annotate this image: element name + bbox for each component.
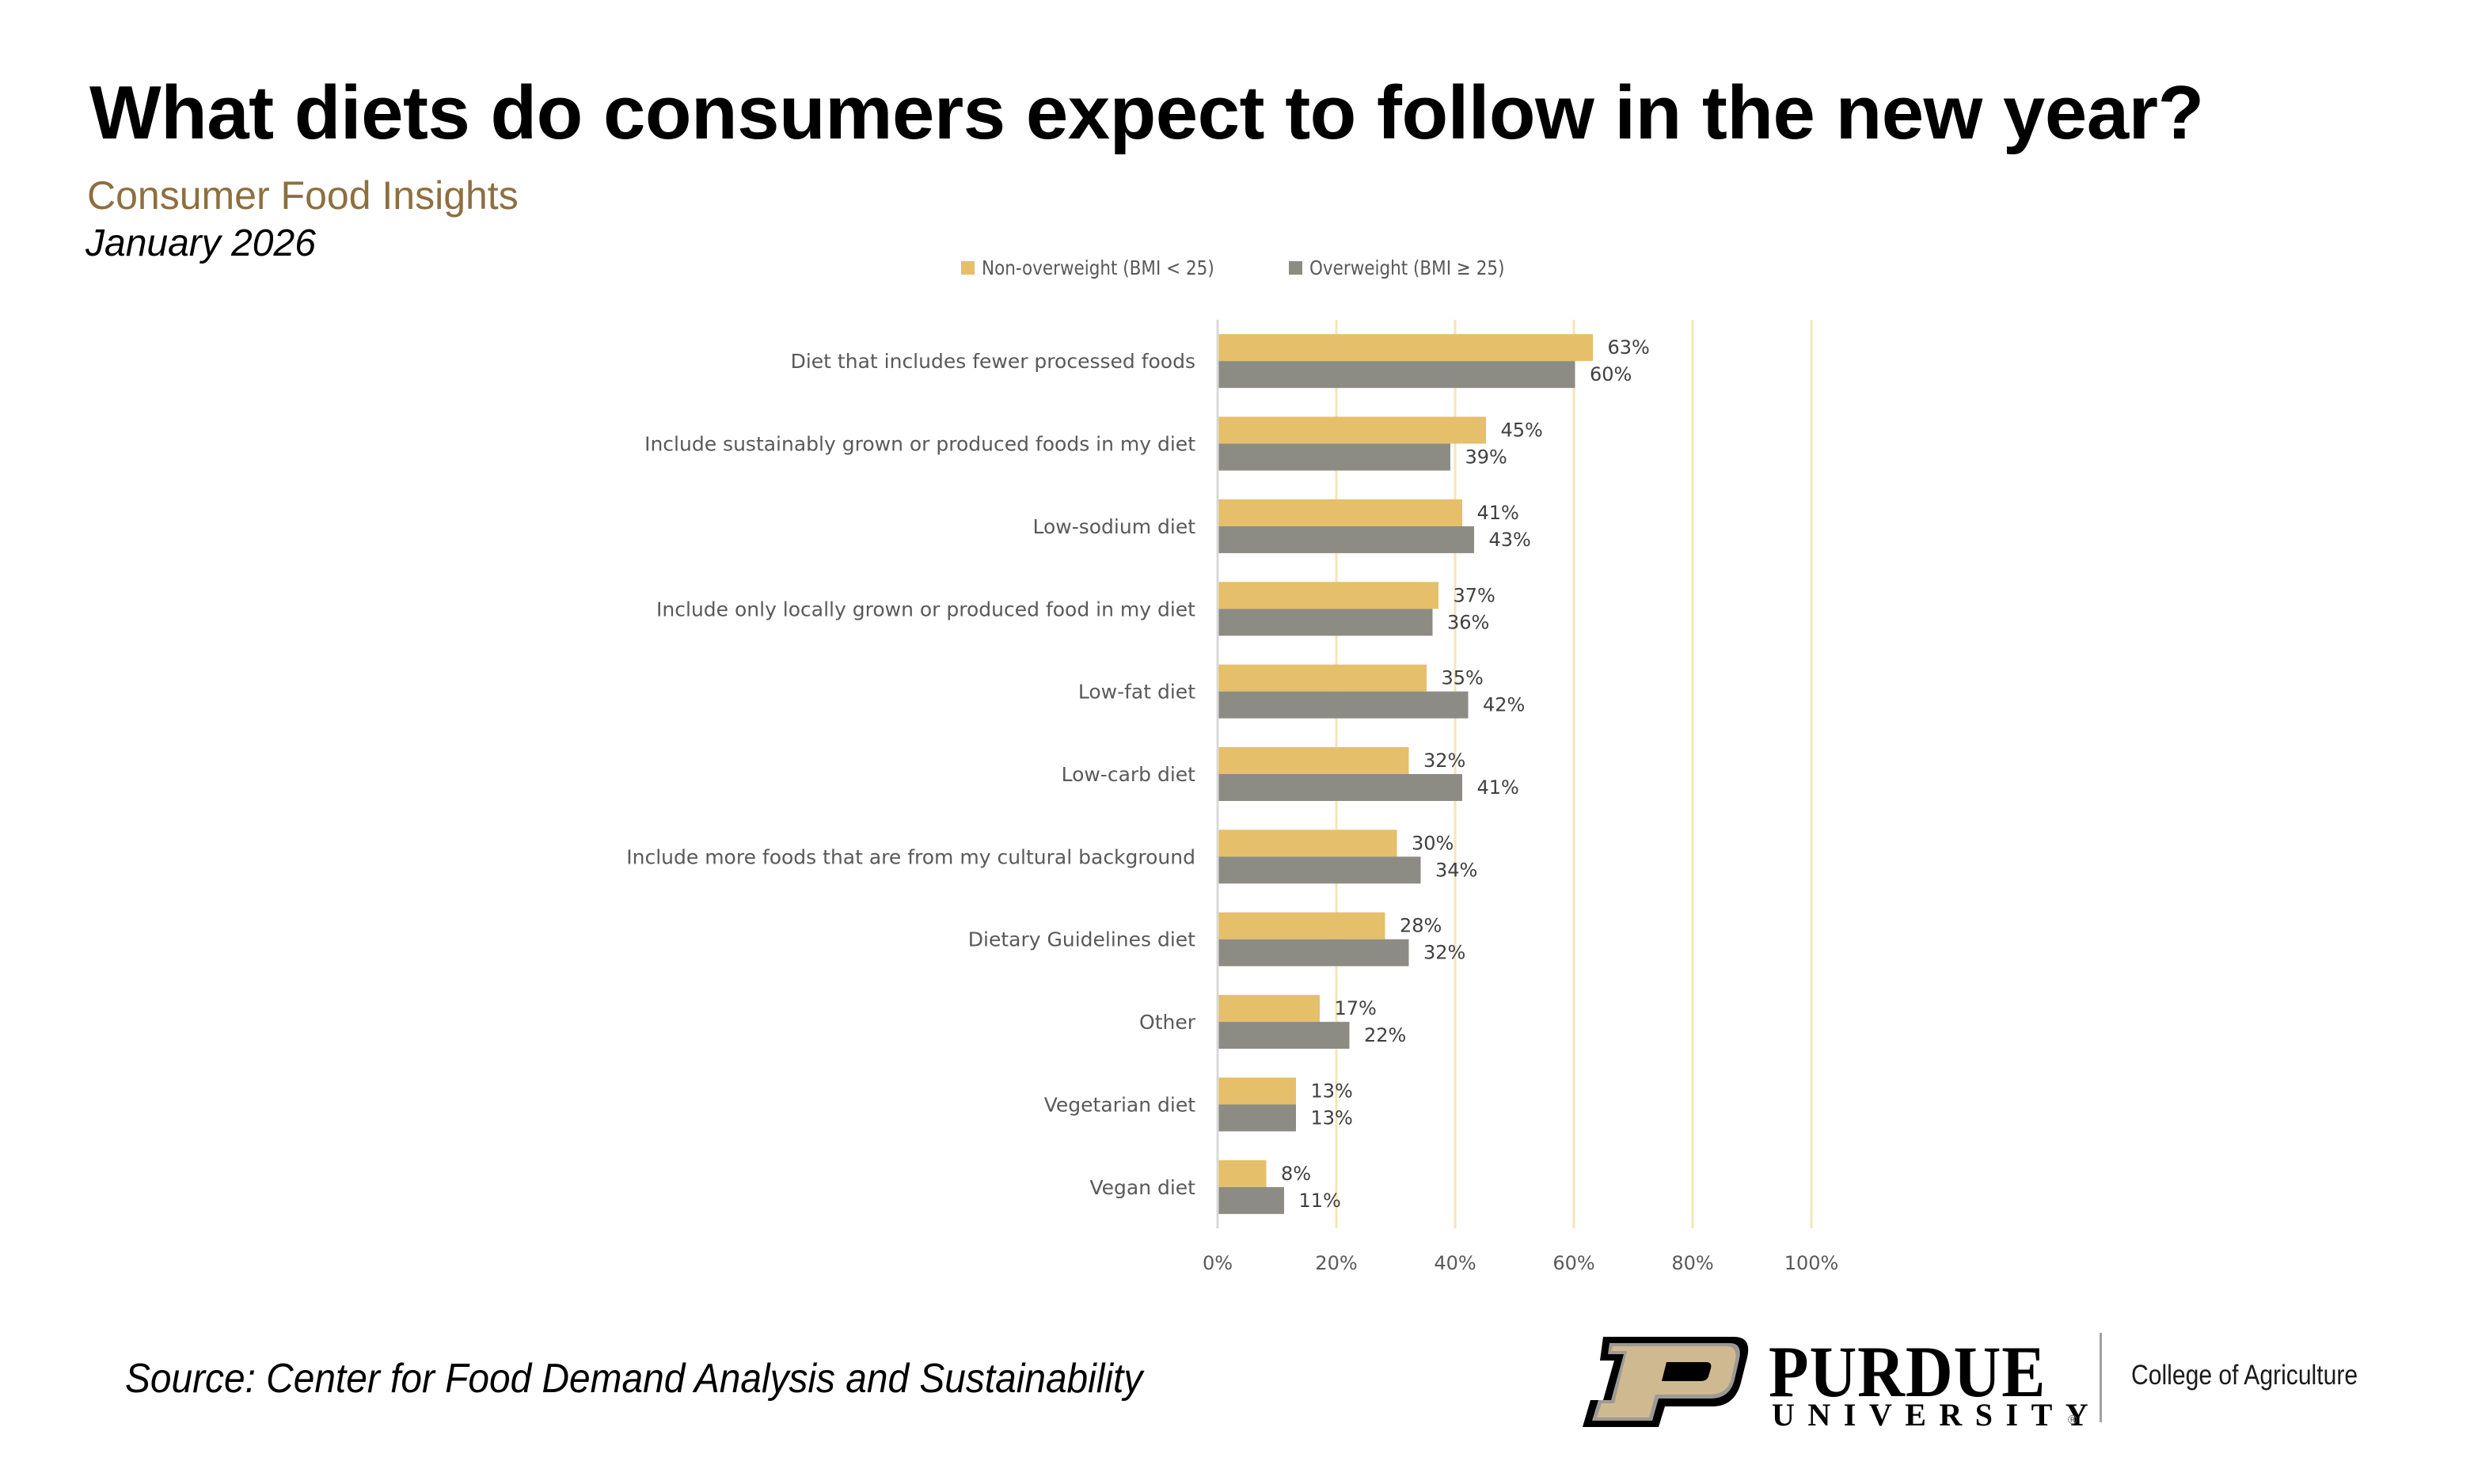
- college-name: College of Agriculture: [2131, 1360, 2358, 1391]
- bar-non-overweight: [1218, 995, 1320, 1023]
- category-label: Low-fat diet: [1078, 681, 1195, 704]
- legend-swatch-non-overweight: [961, 260, 975, 275]
- data-label: 13%: [1311, 1080, 1353, 1102]
- labels: 0% 20% 40% 60% 80% 100% Diet that includes few…: [626, 336, 1838, 1274]
- x-tick-label: 60%: [1552, 1252, 1594, 1274]
- purdue-logo: [1583, 1337, 1749, 1427]
- data-label: 41%: [1477, 776, 1519, 799]
- data-label: 11%: [1299, 1190, 1341, 1212]
- bar-overweight: [1218, 443, 1450, 471]
- legend-label: Non-overweight (BMI < 25): [982, 256, 1214, 279]
- data-label: 34%: [1435, 859, 1477, 881]
- legend-item-overweight: Overweight (BMI ≥ 25): [1289, 255, 1537, 280]
- logo-divider: [2100, 1333, 2102, 1422]
- bar-non-overweight: [1218, 334, 1593, 362]
- purdue-p-icon: [1583, 1337, 1749, 1427]
- data-label: 60%: [1590, 363, 1632, 385]
- source-note: Source: Center for Food Demand Analysis …: [125, 1356, 1143, 1402]
- legend-item-non-overweight: Non-overweight (BMI < 25): [961, 255, 1252, 280]
- bar-non-overweight: [1218, 499, 1462, 526]
- category-label: Vegan diet: [1089, 1176, 1195, 1199]
- x-tick-label: 0%: [1203, 1252, 1233, 1274]
- bar-overweight: [1218, 361, 1575, 389]
- data-label: 45%: [1501, 419, 1543, 442]
- data-label: 37%: [1454, 584, 1495, 606]
- bar-non-overweight: [1218, 829, 1397, 857]
- university-wordmark: UNIVERSITY: [1772, 1397, 2102, 1433]
- bar-overweight: [1218, 856, 1421, 884]
- data-label: 32%: [1423, 942, 1465, 964]
- page-title: What diets do consumers expect to follow…: [89, 70, 2204, 155]
- bar-non-overweight: [1218, 1077, 1296, 1105]
- category-label: Diet that includes fewer processed foods: [791, 350, 1195, 373]
- purdue-wordmark: PURDUE: [1769, 1331, 2046, 1412]
- x-tick-label: 80%: [1671, 1252, 1713, 1274]
- x-tick-label: 100%: [1784, 1252, 1839, 1274]
- bars: [1218, 334, 1593, 1214]
- bar-overweight: [1218, 691, 1469, 719]
- data-label: 17%: [1335, 997, 1377, 1019]
- data-label: 8%: [1281, 1163, 1311, 1185]
- bar-non-overweight: [1218, 1159, 1267, 1187]
- data-label: 28%: [1400, 915, 1442, 937]
- bar-overweight: [1218, 1186, 1284, 1214]
- category-label: Low-sodium diet: [1032, 515, 1195, 538]
- data-label: 39%: [1465, 446, 1507, 469]
- data-label: 32%: [1423, 750, 1465, 772]
- x-tick-label: 20%: [1315, 1252, 1357, 1274]
- data-label: 42%: [1483, 694, 1525, 716]
- category-label: Vegetarian diet: [1044, 1093, 1195, 1116]
- data-label: 35%: [1442, 667, 1484, 689]
- category-label: Include only locally grown or produced f…: [656, 598, 1195, 621]
- registered-mark: ®: [2068, 1414, 2077, 1427]
- legend-label: Overweight (BMI ≥ 25): [1309, 256, 1505, 279]
- bar-non-overweight: [1218, 912, 1385, 939]
- category-label: Low-carb diet: [1062, 763, 1196, 786]
- category-label: Other: [1139, 1011, 1196, 1034]
- bar-non-overweight: [1218, 664, 1427, 692]
- data-label: 63%: [1608, 336, 1650, 359]
- category-label: Dietary Guidelines diet: [968, 928, 1195, 951]
- bar-non-overweight: [1218, 582, 1438, 609]
- bar-overweight: [1218, 774, 1462, 801]
- data-label: 22%: [1364, 1024, 1406, 1046]
- category-label: Include sustainably grown or produced fo…: [644, 433, 1195, 456]
- subtitle: Consumer Food Insights: [87, 173, 519, 218]
- x-tick-label: 40%: [1434, 1252, 1476, 1274]
- bar-non-overweight: [1218, 747, 1409, 774]
- bar-overweight: [1218, 1104, 1296, 1132]
- bar-overweight: [1218, 1022, 1350, 1049]
- bar-overweight: [1218, 526, 1474, 553]
- bar-overweight: [1218, 609, 1433, 636]
- data-label: 30%: [1412, 832, 1454, 854]
- data-label: 36%: [1447, 611, 1489, 633]
- data-label: 41%: [1477, 502, 1519, 524]
- bar-non-overweight: [1218, 416, 1486, 444]
- legend-swatch-overweight: [1289, 260, 1302, 275]
- category-label: Include more foods that are from my cult…: [626, 845, 1195, 868]
- date-label: January 2026: [86, 222, 316, 264]
- data-label: 13%: [1311, 1106, 1353, 1129]
- data-label: 43%: [1489, 529, 1531, 551]
- bar-overweight: [1218, 939, 1409, 966]
